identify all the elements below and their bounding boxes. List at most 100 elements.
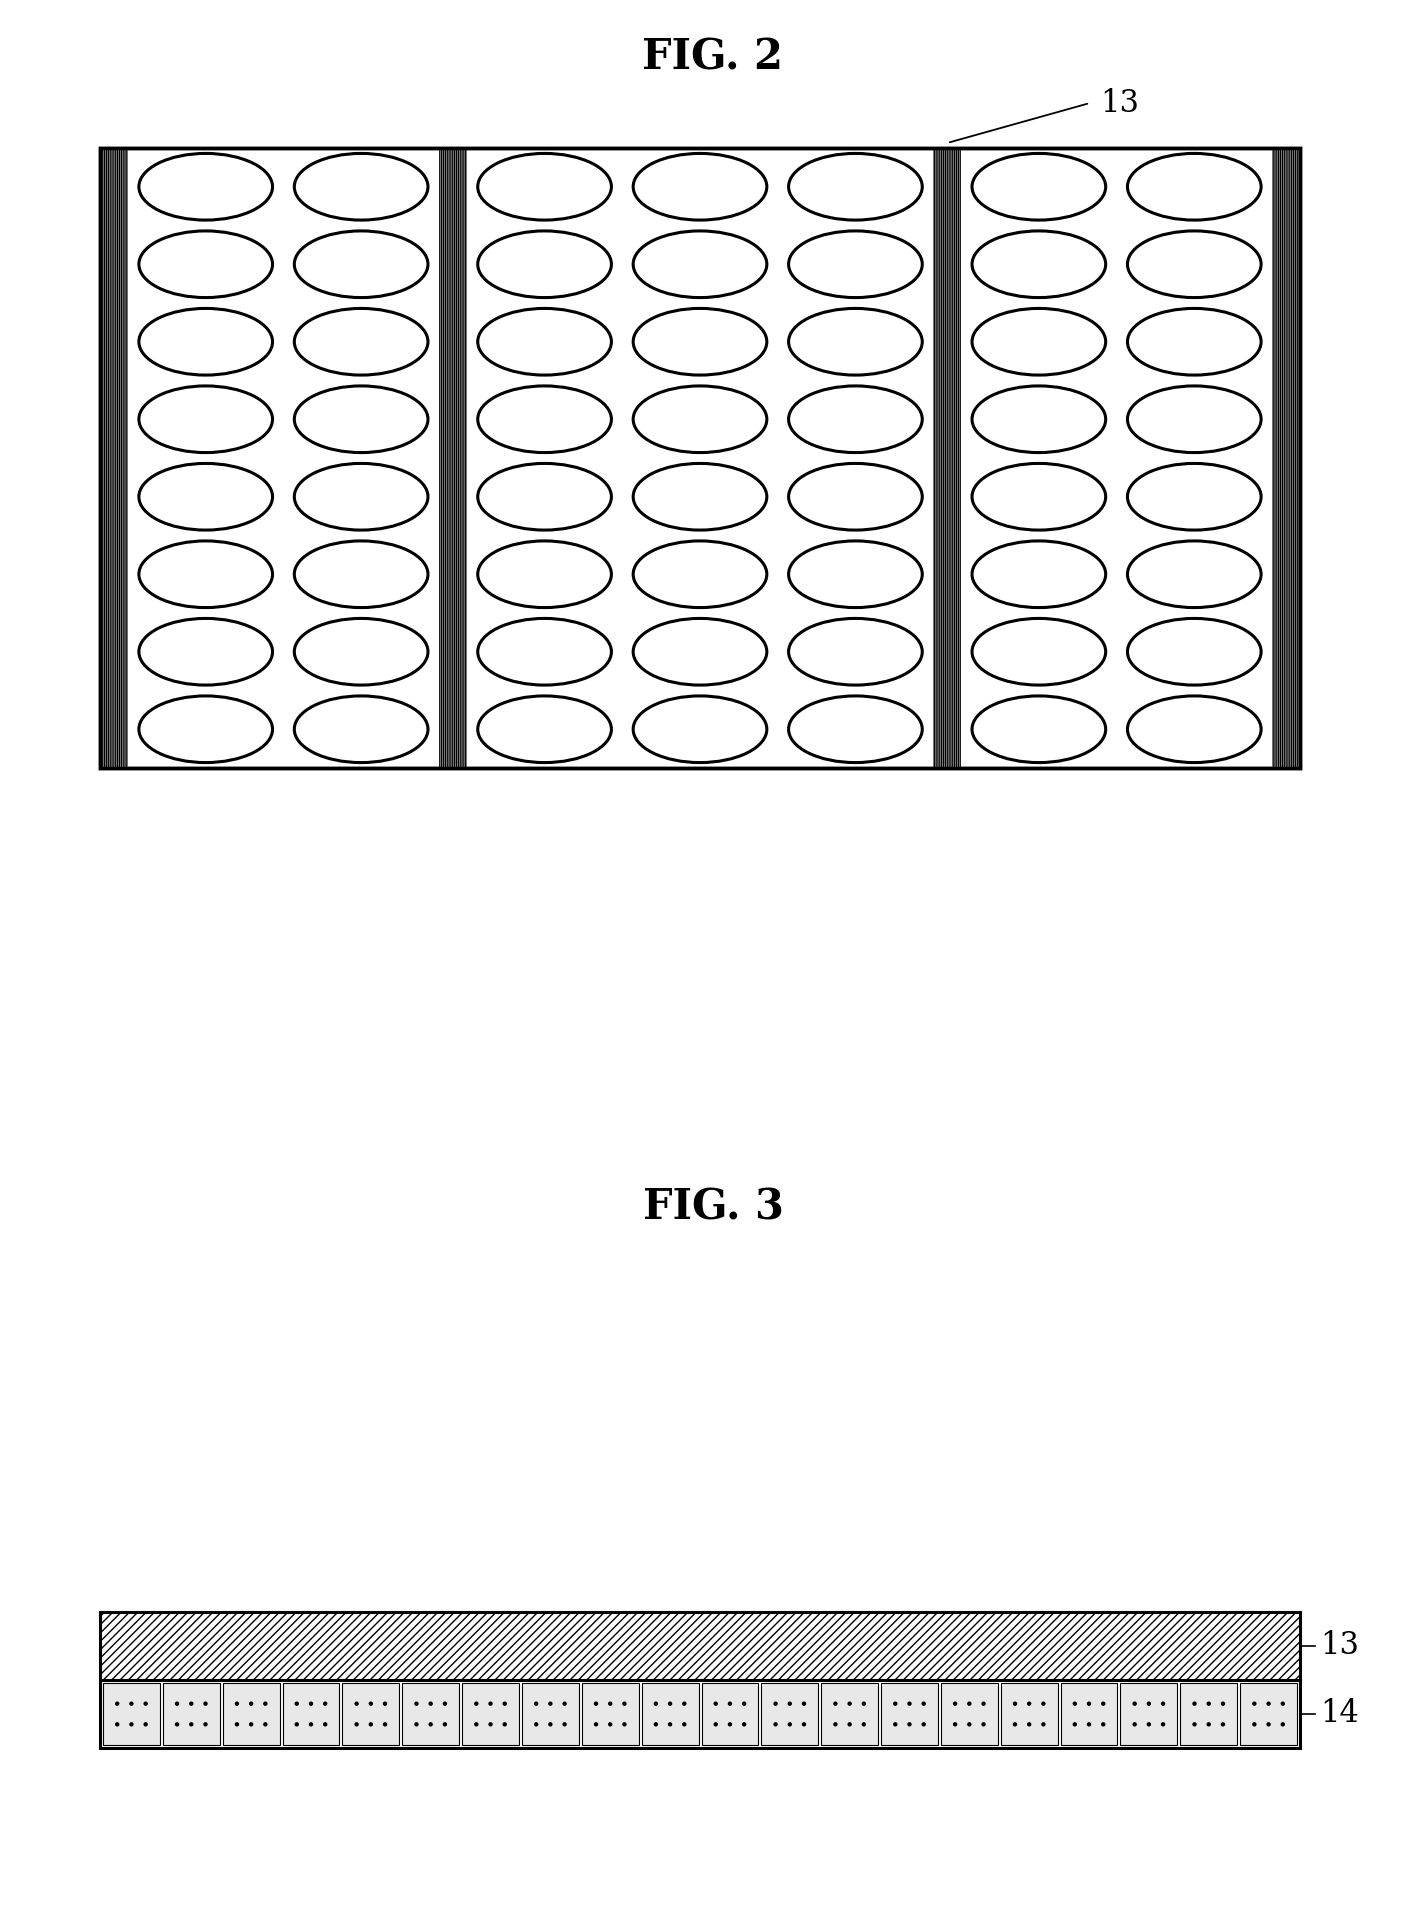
Circle shape <box>250 1702 252 1704</box>
Circle shape <box>1042 1702 1045 1704</box>
Ellipse shape <box>1128 696 1261 763</box>
Ellipse shape <box>789 231 923 297</box>
Bar <box>439 148 466 767</box>
Circle shape <box>1028 1702 1031 1704</box>
Circle shape <box>369 1724 372 1726</box>
Ellipse shape <box>1128 386 1261 453</box>
Ellipse shape <box>973 308 1105 376</box>
Text: FIG. 3: FIG. 3 <box>643 1188 783 1228</box>
Circle shape <box>669 1724 672 1726</box>
Ellipse shape <box>478 308 612 376</box>
Circle shape <box>309 1724 312 1726</box>
Circle shape <box>623 1702 626 1704</box>
Circle shape <box>729 1702 732 1704</box>
Circle shape <box>863 1702 866 1704</box>
Bar <box>1121 1683 1178 1745</box>
Circle shape <box>355 1702 358 1704</box>
Circle shape <box>834 1724 837 1726</box>
Circle shape <box>743 1724 746 1726</box>
Ellipse shape <box>789 308 923 376</box>
Circle shape <box>743 1702 746 1704</box>
Circle shape <box>894 1702 897 1704</box>
Circle shape <box>1253 1702 1256 1704</box>
Circle shape <box>1208 1702 1211 1704</box>
Ellipse shape <box>633 154 767 220</box>
Circle shape <box>295 1702 298 1704</box>
Circle shape <box>968 1724 971 1726</box>
Ellipse shape <box>1128 619 1261 684</box>
Circle shape <box>264 1702 267 1704</box>
Circle shape <box>489 1724 492 1726</box>
Circle shape <box>908 1724 911 1726</box>
Ellipse shape <box>294 308 428 376</box>
Ellipse shape <box>478 463 612 530</box>
Ellipse shape <box>294 231 428 297</box>
Circle shape <box>475 1724 478 1726</box>
Ellipse shape <box>633 696 767 763</box>
Circle shape <box>1148 1702 1151 1704</box>
Circle shape <box>1102 1724 1105 1726</box>
Circle shape <box>384 1724 386 1726</box>
Circle shape <box>923 1724 925 1726</box>
Bar <box>1181 1683 1238 1745</box>
Bar <box>282 1683 339 1745</box>
Ellipse shape <box>138 308 272 376</box>
Ellipse shape <box>633 386 767 453</box>
Text: 13: 13 <box>1099 87 1139 118</box>
Circle shape <box>789 1702 791 1704</box>
Text: 14: 14 <box>1320 1699 1359 1729</box>
Circle shape <box>595 1702 597 1704</box>
Circle shape <box>1268 1724 1271 1726</box>
Circle shape <box>803 1724 806 1726</box>
Ellipse shape <box>138 463 272 530</box>
Circle shape <box>789 1724 791 1726</box>
Ellipse shape <box>294 386 428 453</box>
Circle shape <box>190 1724 193 1726</box>
Circle shape <box>1194 1724 1196 1726</box>
Circle shape <box>415 1724 418 1726</box>
Ellipse shape <box>138 696 272 763</box>
Circle shape <box>535 1724 538 1726</box>
Circle shape <box>443 1702 446 1704</box>
Circle shape <box>1074 1702 1077 1704</box>
Circle shape <box>968 1702 971 1704</box>
Bar <box>522 1683 579 1745</box>
Circle shape <box>683 1702 686 1704</box>
Circle shape <box>954 1702 957 1704</box>
Circle shape <box>954 1724 957 1726</box>
Ellipse shape <box>478 154 612 220</box>
Circle shape <box>204 1702 207 1704</box>
Circle shape <box>190 1702 193 1704</box>
Ellipse shape <box>789 619 923 684</box>
Circle shape <box>803 1702 806 1704</box>
Ellipse shape <box>1128 463 1261 530</box>
Ellipse shape <box>294 696 428 763</box>
Circle shape <box>309 1702 312 1704</box>
Bar <box>100 148 128 767</box>
Circle shape <box>655 1702 657 1704</box>
Circle shape <box>235 1724 238 1726</box>
Circle shape <box>834 1702 837 1704</box>
Ellipse shape <box>138 619 272 684</box>
Ellipse shape <box>1128 154 1261 220</box>
Circle shape <box>549 1724 552 1726</box>
Circle shape <box>669 1702 672 1704</box>
Bar <box>941 1683 998 1745</box>
Circle shape <box>774 1724 777 1726</box>
Circle shape <box>264 1724 267 1726</box>
Circle shape <box>144 1702 147 1704</box>
Ellipse shape <box>478 542 612 607</box>
Bar <box>100 148 1301 767</box>
Circle shape <box>116 1702 118 1704</box>
Ellipse shape <box>1128 308 1261 376</box>
Circle shape <box>1134 1702 1137 1704</box>
Circle shape <box>774 1702 777 1704</box>
Circle shape <box>1014 1724 1017 1726</box>
Ellipse shape <box>478 231 612 297</box>
Circle shape <box>1088 1724 1091 1726</box>
Circle shape <box>549 1702 552 1704</box>
Circle shape <box>1162 1724 1165 1726</box>
Circle shape <box>1282 1724 1285 1726</box>
Bar <box>342 1683 399 1745</box>
Ellipse shape <box>973 463 1105 530</box>
